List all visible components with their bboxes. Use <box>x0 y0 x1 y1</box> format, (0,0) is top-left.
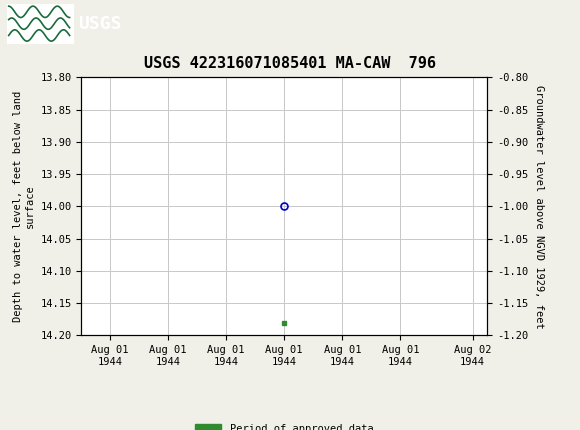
Text: USGS: USGS <box>78 15 122 33</box>
Text: USGS 422316071085401 MA-CAW  796: USGS 422316071085401 MA-CAW 796 <box>144 56 436 71</box>
Y-axis label: Groundwater level above NGVD 1929, feet: Groundwater level above NGVD 1929, feet <box>534 85 543 328</box>
Bar <box>7 4 74 43</box>
Y-axis label: Depth to water level, feet below land
surface: Depth to water level, feet below land su… <box>13 91 35 322</box>
Legend: Period of approved data: Period of approved data <box>191 420 378 430</box>
